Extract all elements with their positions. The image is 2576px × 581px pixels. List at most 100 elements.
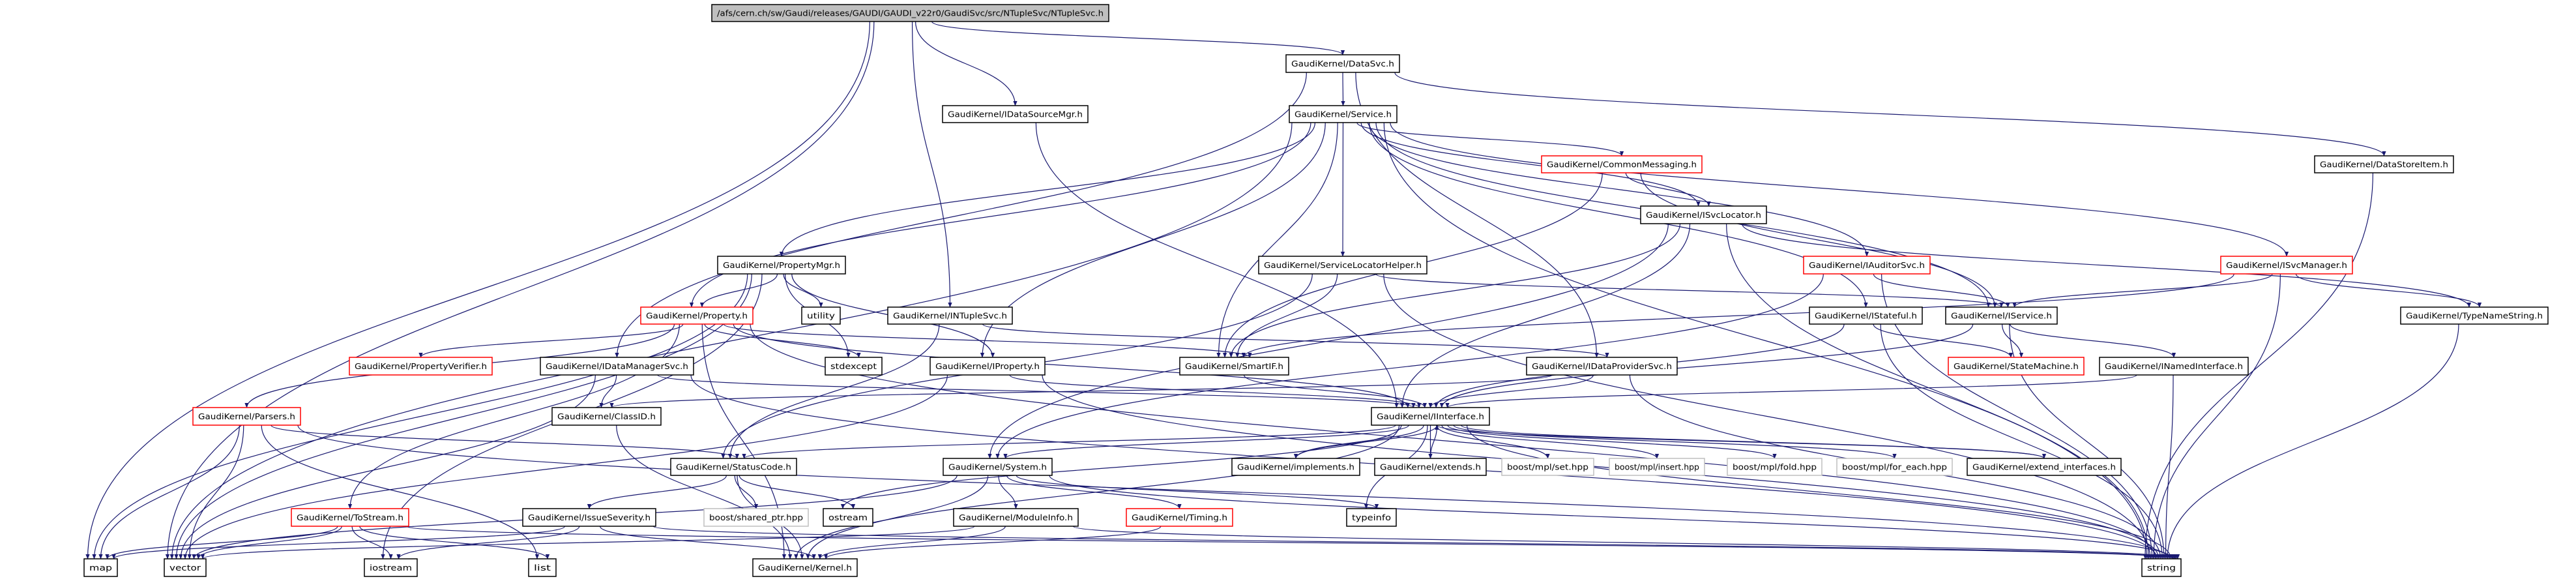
- node-box[interactable]: [83, 558, 118, 577]
- node-implements[interactable]: GaudiKernel/implements.h: [1231, 458, 1360, 476]
- node-box[interactable]: [711, 4, 1109, 22]
- node-PropertyMgr[interactable]: GaudiKernel/PropertyMgr.h: [717, 256, 846, 275]
- node-string[interactable]: string: [2141, 558, 2182, 577]
- node-box[interactable]: [942, 105, 1089, 123]
- node-IProperty[interactable]: GaudiKernel/IProperty.h: [929, 357, 1046, 376]
- node-box[interactable]: [551, 407, 662, 426]
- node-extend_interfaces[interactable]: GaudiKernel/extend_interfaces.h: [1967, 458, 2122, 476]
- node-box[interactable]: [801, 306, 841, 325]
- node-box[interactable]: [522, 508, 656, 527]
- node-root[interactable]: /afs/cern.ch/sw/Gaudi/releases/GAUDI/GAU…: [711, 4, 1109, 22]
- node-box[interactable]: [825, 357, 883, 376]
- node-Service[interactable]: GaudiKernel/Service.h: [1289, 105, 1398, 123]
- node-IService[interactable]: GaudiKernel/IService.h: [1945, 306, 2058, 325]
- node-box[interactable]: [291, 508, 409, 527]
- node-box[interactable]: [192, 407, 301, 426]
- node-box[interactable]: [1231, 458, 1360, 476]
- node-box[interactable]: [1526, 357, 1678, 376]
- node-Kernel[interactable]: GaudiKernel/Kernel.h: [752, 558, 858, 577]
- node-Timing[interactable]: GaudiKernel/Timing.h: [1126, 508, 1233, 527]
- node-box[interactable]: [953, 508, 1079, 527]
- node-list[interactable]: list: [528, 558, 557, 577]
- node-box[interactable]: [164, 558, 207, 577]
- node-box[interactable]: [1803, 256, 1931, 275]
- node-mplinsert[interactable]: boost/mpl/insert.hpp: [1609, 458, 1705, 476]
- node-box[interactable]: [2099, 357, 2249, 376]
- node-box[interactable]: [1809, 306, 1923, 325]
- node-box[interactable]: [752, 558, 858, 577]
- node-typeinfo[interactable]: typeinfo: [1346, 508, 1397, 527]
- node-PropertyVerifier[interactable]: GaudiKernel/PropertyVerifier.h: [349, 357, 493, 376]
- node-IssueSeverity[interactable]: GaudiKernel/IssueSeverity.h: [522, 508, 656, 527]
- node-box[interactable]: [943, 458, 1053, 476]
- node-box[interactable]: [1374, 458, 1487, 476]
- node-StateMachine[interactable]: GaudiKernel/StateMachine.h: [1948, 357, 2085, 376]
- node-vector[interactable]: vector: [164, 558, 207, 577]
- node-box[interactable]: [364, 558, 418, 577]
- node-SmartIF[interactable]: GaudiKernel/SmartIF.h: [1179, 357, 1289, 376]
- node-Parsers[interactable]: GaudiKernel/Parsers.h: [192, 407, 301, 426]
- node-CommonMessaging[interactable]: GaudiKernel/CommonMessaging.h: [1541, 155, 1703, 173]
- node-map[interactable]: map: [83, 558, 118, 577]
- node-ISvcManager[interactable]: GaudiKernel/ISvcManager.h: [2220, 256, 2353, 275]
- node-ClassID[interactable]: GaudiKernel/ClassID.h: [551, 407, 662, 426]
- node-box[interactable]: [349, 357, 493, 376]
- node-box[interactable]: [2220, 256, 2353, 275]
- node-box[interactable]: [2314, 155, 2454, 173]
- node-box[interactable]: [540, 357, 694, 376]
- node-IDataManagerSvc[interactable]: GaudiKernel/IDataManagerSvc.h: [540, 357, 694, 376]
- node-box[interactable]: [1727, 458, 1822, 476]
- node-box[interactable]: [1179, 357, 1289, 376]
- node-ToStream[interactable]: GaudiKernel/ToStream.h: [291, 508, 409, 527]
- node-mplforeach[interactable]: boost/mpl/for_each.hpp: [1836, 458, 1953, 476]
- node-box[interactable]: [823, 508, 873, 527]
- node-box[interactable]: [717, 256, 846, 275]
- node-box[interactable]: [1289, 105, 1398, 123]
- node-Property[interactable]: GaudiKernel/Property.h: [640, 306, 754, 325]
- node-box[interactable]: [2141, 558, 2182, 577]
- node-box[interactable]: [2400, 306, 2549, 325]
- node-box[interactable]: [1967, 458, 2122, 476]
- node-iostream[interactable]: iostream: [364, 558, 418, 577]
- node-ServiceLocatorHelper[interactable]: GaudiKernel/ServiceLocatorHelper.h: [1258, 256, 1427, 275]
- node-box[interactable]: [1501, 458, 1594, 476]
- node-box[interactable]: [1371, 407, 1490, 426]
- node-DataStoreItem[interactable]: GaudiKernel/DataStoreItem.h: [2314, 155, 2454, 173]
- node-box[interactable]: [1945, 306, 2058, 325]
- node-box[interactable]: [640, 306, 754, 325]
- node-box[interactable]: [1948, 357, 2085, 376]
- node-box[interactable]: [1836, 458, 1953, 476]
- node-IDataProviderSvc[interactable]: GaudiKernel/IDataProviderSvc.h: [1526, 357, 1678, 376]
- node-TypeNameString[interactable]: GaudiKernel/TypeNameString.h: [2400, 306, 2549, 325]
- node-DataSvc[interactable]: GaudiKernel/DataSvc.h: [1285, 54, 1400, 73]
- node-shared_ptr[interactable]: boost/shared_ptr.hpp: [703, 508, 809, 527]
- node-box[interactable]: [929, 357, 1046, 376]
- node-extends[interactable]: GaudiKernel/extends.h: [1374, 458, 1487, 476]
- node-System[interactable]: GaudiKernel/System.h: [943, 458, 1053, 476]
- node-ISvcLocator[interactable]: GaudiKernel/ISvcLocator.h: [1640, 205, 1767, 224]
- node-box[interactable]: [887, 306, 1013, 325]
- node-mplset[interactable]: boost/mpl/set.hpp: [1501, 458, 1594, 476]
- node-box[interactable]: [1126, 508, 1233, 527]
- node-box[interactable]: [1258, 256, 1427, 275]
- node-IInterface[interactable]: GaudiKernel/IInterface.h: [1371, 407, 1490, 426]
- node-box[interactable]: [670, 458, 797, 476]
- node-stdexcept[interactable]: stdexcept: [825, 357, 883, 376]
- node-box[interactable]: [703, 508, 809, 527]
- node-box[interactable]: [1609, 458, 1705, 476]
- node-box[interactable]: [1285, 54, 1400, 73]
- node-ModuleInfo[interactable]: GaudiKernel/ModuleInfo.h: [953, 508, 1079, 527]
- node-IDataSourceMgr[interactable]: GaudiKernel/IDataSourceMgr.h: [942, 105, 1089, 123]
- node-IStateful[interactable]: GaudiKernel/IStateful.h: [1809, 306, 1923, 325]
- node-ostream[interactable]: ostream: [823, 508, 873, 527]
- node-box[interactable]: [1346, 508, 1397, 527]
- node-box[interactable]: [1541, 155, 1703, 173]
- node-INamedInterface[interactable]: GaudiKernel/INamedInterface.h: [2099, 357, 2249, 376]
- node-StatusCode[interactable]: GaudiKernel/StatusCode.h: [670, 458, 797, 476]
- node-box[interactable]: [1640, 205, 1767, 224]
- node-mplfold[interactable]: boost/mpl/fold.hpp: [1727, 458, 1822, 476]
- node-INTupleSvc[interactable]: GaudiKernel/INTupleSvc.h: [887, 306, 1013, 325]
- node-utility[interactable]: utility: [801, 306, 841, 325]
- node-IAuditorSvc[interactable]: GaudiKernel/IAuditorSvc.h: [1803, 256, 1931, 275]
- node-box[interactable]: [528, 558, 557, 577]
